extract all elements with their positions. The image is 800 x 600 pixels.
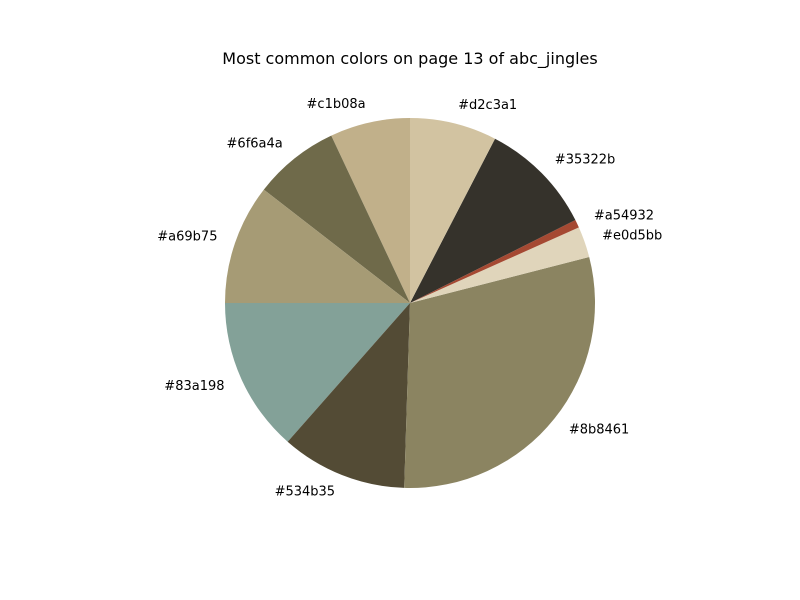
pie-labels: #c1b08a #6f6a4a #a69b75 #83a198 #534b35 #8b84… <box>157 97 662 500</box>
pie-slice-8b8461 <box>404 256 596 489</box>
pie-label-35322b: #35322b <box>555 153 616 168</box>
pie-slice-a69b75 <box>225 189 410 303</box>
pie-label-a69b75: #a69b75 <box>157 230 217 245</box>
pie-label-d2c3a1: #d2c3a1 <box>458 98 517 113</box>
pie-label-c1b08a: #c1b08a <box>307 97 366 112</box>
pie-slices <box>225 118 596 489</box>
pie-label-8b8461: #8b8461 <box>569 423 630 438</box>
pie-slice-83a198 <box>225 303 410 442</box>
pie-label-6f6a4a: #6f6a4a <box>227 137 283 152</box>
pie-slice-c1b08a <box>331 118 410 303</box>
pie-label-a54932: #a54932 <box>594 208 654 223</box>
pie-slice-a54932 <box>410 220 579 303</box>
pie-label-534b35: #534b35 <box>275 485 336 500</box>
pie-slice-d2c3a1 <box>410 118 496 303</box>
pie-label-83a198: #83a198 <box>164 379 224 394</box>
chart-title: Most common colors on page 13 of abc_jin… <box>222 49 597 69</box>
pie-slice-35322b <box>410 138 576 303</box>
pie-slice-534b35 <box>287 303 410 488</box>
pie-label-e0d5bb: #e0d5bb <box>602 228 662 243</box>
pie-slice-6f6a4a <box>263 135 410 303</box>
pie-slice-e0d5bb <box>410 227 590 303</box>
